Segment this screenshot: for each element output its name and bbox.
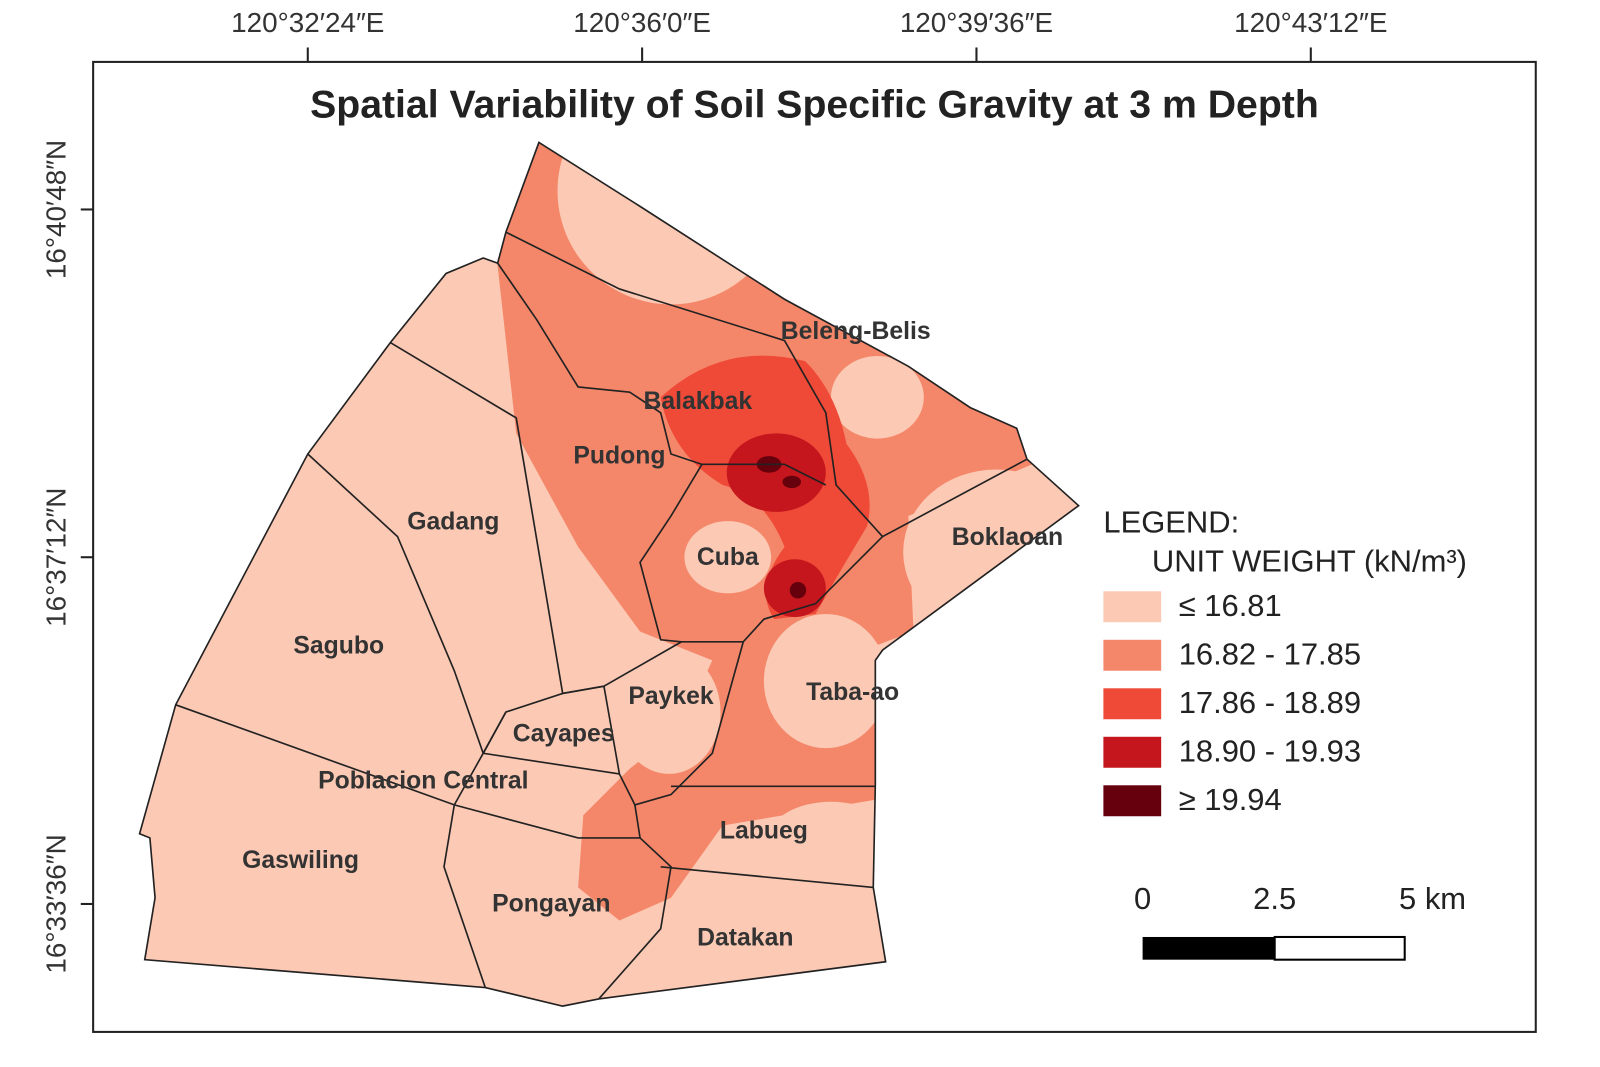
zone-low bbox=[830, 356, 924, 439]
scale-bar: 0 2.5 5 km bbox=[1134, 881, 1466, 961]
legend-label: ≤ 16.81 bbox=[1179, 588, 1282, 623]
legend-swatch bbox=[1103, 688, 1162, 720]
place-label: Poblacion Central bbox=[318, 768, 528, 795]
zone-extreme bbox=[782, 475, 802, 489]
place-label: Cuba bbox=[697, 544, 759, 571]
place-label: Boklaoan bbox=[952, 524, 1063, 551]
place-label: Taba-ao bbox=[806, 679, 899, 706]
zone-low bbox=[684, 521, 772, 594]
legend-label: 17.86 - 18.89 bbox=[1179, 685, 1361, 720]
zone-medium bbox=[495, 142, 1043, 921]
legend-heading: LEGEND: bbox=[1103, 504, 1239, 539]
zone-low bbox=[903, 469, 1079, 635]
place-label: Beleng-Belis bbox=[781, 318, 931, 345]
legend-swatch bbox=[1103, 639, 1162, 671]
legend-swatch bbox=[1103, 591, 1162, 623]
legend-swatch bbox=[1103, 736, 1162, 768]
place-label: Paykek bbox=[628, 683, 714, 710]
longitude-label: 120°32′24″E bbox=[231, 7, 384, 38]
place-label: Gadang bbox=[407, 509, 499, 536]
place-label: Pudong bbox=[573, 443, 665, 470]
longitude-label: 120°39′36″E bbox=[900, 7, 1053, 38]
zone-extreme bbox=[789, 582, 807, 599]
scale-label: 0 bbox=[1134, 881, 1151, 916]
latitude-label: 16°40′48″N bbox=[40, 140, 71, 279]
legend-label: ≥ 19.94 bbox=[1179, 782, 1282, 817]
place-label: Datakan bbox=[697, 925, 793, 952]
place-label: Cayapes bbox=[513, 720, 615, 747]
latitude-label: 16°33′36″N bbox=[40, 834, 71, 973]
scale-label: 5 km bbox=[1399, 881, 1466, 916]
legend-subheading: UNIT WEIGHT (kN/m³) bbox=[1152, 544, 1467, 579]
legend-swatch bbox=[1103, 785, 1162, 817]
place-label: Gaswiling bbox=[242, 847, 359, 874]
place-label: Balakbak bbox=[643, 388, 752, 415]
zone-very-high bbox=[726, 433, 826, 512]
zone-low bbox=[763, 613, 888, 749]
boundaries bbox=[138, 141, 1080, 1007]
place-label: Sagubo bbox=[293, 633, 384, 660]
map-title: Spatial Variability of Soil Specific Gra… bbox=[310, 84, 1319, 127]
scale-label: 2.5 bbox=[1253, 881, 1296, 916]
place-label: Labueg bbox=[720, 817, 808, 844]
zone-low bbox=[769, 801, 893, 875]
legend-label: 16.82 - 17.85 bbox=[1179, 636, 1361, 671]
longitude-label: 120°43′12″E bbox=[1234, 7, 1387, 38]
map-frame bbox=[92, 60, 1537, 1033]
longitude-label: 120°36′0″E bbox=[573, 7, 711, 38]
latitude-label: 16°37′12″N bbox=[40, 488, 71, 627]
zone-low bbox=[617, 650, 721, 774]
graticule bbox=[80, 47, 1312, 905]
place-label: Pongayan bbox=[492, 891, 610, 918]
value-zones bbox=[139, 142, 1079, 1007]
legend-label: 18.90 - 19.93 bbox=[1179, 733, 1361, 768]
